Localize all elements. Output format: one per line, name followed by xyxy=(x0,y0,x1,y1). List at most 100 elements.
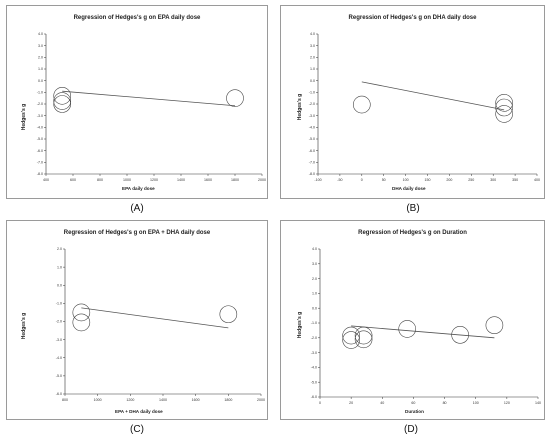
data-point xyxy=(53,87,72,105)
x-tick-label: 1000 xyxy=(94,398,102,402)
x-tick-label: 200 xyxy=(446,178,452,182)
scatter-plot-d: 4.0 3.0 2.0 1.0 0.0 -1.0 -2.0 -3.0 -4.0 -5.0 -6.00… xyxy=(311,247,541,405)
data-point xyxy=(354,326,373,345)
x-axis-label: EPA + DHA daily dose xyxy=(115,409,163,414)
data-point xyxy=(354,330,373,349)
x-tick-label: 1400 xyxy=(159,398,167,402)
y-tick-label: -4.0 xyxy=(56,356,62,360)
x-tick-label: 80 xyxy=(443,401,447,405)
y-tick-label: 2.0 xyxy=(38,56,43,60)
x-tick-label: 0 xyxy=(361,178,363,182)
y-tick-label: -6.0 xyxy=(311,395,317,399)
x-tick-label: 800 xyxy=(62,398,68,402)
data-point xyxy=(226,89,244,107)
y-tick-label: 3.0 xyxy=(312,262,317,266)
caption-b: (B) xyxy=(406,203,420,214)
scatter-plot-a: 4.0 3.0 2.0 1.0 0.0 -1.0 -2.0 -3.0 -4.0 -5.0 -6.0 -… xyxy=(37,32,266,182)
x-tick-label: 50 xyxy=(382,178,386,182)
chart-panel-c: Regression of Hedges's g on EPA + DHA da… xyxy=(6,220,268,420)
y-tick-label: 2.0 xyxy=(57,247,62,251)
chart-title: Regression of Hedges's g on EPA + DHA da… xyxy=(63,230,211,236)
y-tick-label: -5.0 xyxy=(311,380,317,384)
regression-line xyxy=(361,81,505,111)
data-point xyxy=(495,98,513,117)
caption-a: (A) xyxy=(130,203,144,214)
y-tick-label: -2.0 xyxy=(309,102,315,106)
y-tick-label: -3.0 xyxy=(37,114,43,118)
x-tick-label: 400 xyxy=(43,178,49,182)
y-tick-label: -2.0 xyxy=(56,320,62,324)
y-tick-label: 3.0 xyxy=(310,44,315,48)
x-tick-label: 1600 xyxy=(204,178,212,182)
y-tick-label: 1.0 xyxy=(57,265,62,269)
y-tick-label: -6.0 xyxy=(56,392,62,396)
y-tick-label: -6.0 xyxy=(37,149,43,153)
y-tick-label: 0.0 xyxy=(312,306,317,310)
y-tick-label: -8.0 xyxy=(309,172,315,176)
y-tick-label: 0.0 xyxy=(310,79,315,83)
data-point xyxy=(219,305,238,324)
data-point xyxy=(398,320,416,338)
y-tick-label: -7.0 xyxy=(37,161,43,165)
y-tick-label: 2.0 xyxy=(310,56,315,60)
y-tick-label: -6.0 xyxy=(309,149,315,153)
caption-d: (D) xyxy=(404,424,418,435)
data-point xyxy=(53,95,72,113)
x-tick-label: 120 xyxy=(504,401,510,405)
regression-line xyxy=(81,307,229,329)
x-tick-label: 1800 xyxy=(224,398,232,402)
x-tick-label: 40 xyxy=(380,401,384,405)
y-tick-label: -4.0 xyxy=(37,126,43,130)
data-point xyxy=(72,303,91,322)
x-tick-label: 20 xyxy=(349,401,353,405)
y-tick-label: -1.0 xyxy=(56,302,62,306)
data-point xyxy=(495,94,513,112)
y-tick-label: -1.0 xyxy=(311,321,317,325)
y-tick-label: 0.0 xyxy=(38,79,43,83)
x-tick-label: 2000 xyxy=(257,398,265,402)
x-axis-label: EPA daily dose xyxy=(122,186,155,191)
y-tick-label: 2.0 xyxy=(312,277,317,281)
caption-c: (C) xyxy=(130,424,144,435)
data-point xyxy=(485,316,504,335)
x-tick-label: 100 xyxy=(403,178,409,182)
regression-line xyxy=(351,325,495,339)
chart-panel-d: Regression of Hedges's g on Duration Hed… xyxy=(280,220,545,420)
x-tick-label: 300 xyxy=(490,178,496,182)
x-tick-label: 1400 xyxy=(177,178,185,182)
x-tick-label: 1200 xyxy=(126,398,134,402)
data-point xyxy=(53,92,72,110)
x-tick-label: 150 xyxy=(425,178,431,182)
y-tick-label: -5.0 xyxy=(309,137,315,141)
y-tick-label: -4.0 xyxy=(311,366,317,370)
data-point xyxy=(342,331,360,349)
x-tick-label: 350 xyxy=(512,178,518,182)
y-tick-label: -5.0 xyxy=(37,137,43,141)
chart-title: Regression of Hedges's g on DHA daily do… xyxy=(348,15,477,21)
y-tick-label: -1.0 xyxy=(37,91,43,95)
y-tick-label: -3.0 xyxy=(311,351,317,355)
x-tick-label: 400 xyxy=(534,178,540,182)
data-point xyxy=(72,313,91,332)
y-tick-label: -3.0 xyxy=(309,114,315,118)
y-tick-label: -4.0 xyxy=(309,126,315,130)
x-tick-label: 1200 xyxy=(150,178,158,182)
y-tick-label: -7.0 xyxy=(309,161,315,165)
x-tick-label: 100 xyxy=(473,401,479,405)
x-tick-label: -100 xyxy=(314,178,321,182)
data-point xyxy=(353,95,371,114)
chart-panel-a: Regression of Hedges's g on EPA daily do… xyxy=(6,5,268,199)
y-tick-label: -5.0 xyxy=(56,374,62,378)
y-tick-label: 1.0 xyxy=(310,67,315,71)
chart-title: Regression of Hedges's g on EPA daily do… xyxy=(73,15,201,21)
x-tick-label: -50 xyxy=(337,178,342,182)
x-axis-label: Duration xyxy=(405,409,424,414)
x-tick-label: 2000 xyxy=(258,178,266,182)
data-point xyxy=(495,105,513,123)
y-tick-label: 1.0 xyxy=(38,67,43,71)
x-tick-label: 1800 xyxy=(231,178,239,182)
y-tick-label: 1.0 xyxy=(312,292,317,296)
x-tick-label: 600 xyxy=(70,178,76,182)
chart-title: Regression of Hedges's g on Duration xyxy=(358,230,467,236)
